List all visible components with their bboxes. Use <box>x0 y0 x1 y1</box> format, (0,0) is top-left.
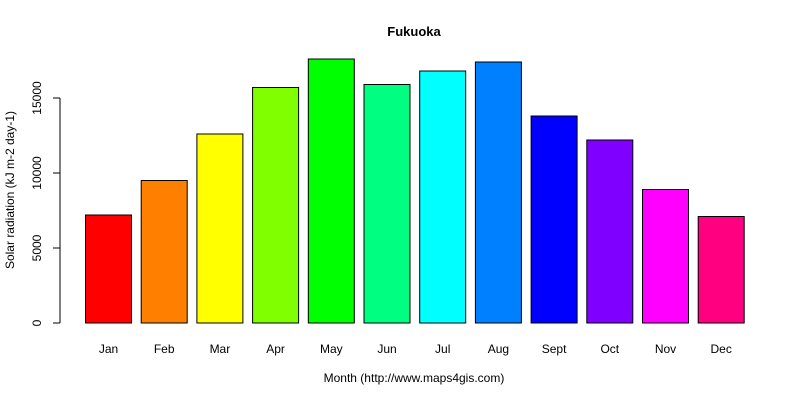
bar-nov <box>642 189 689 324</box>
x-tick-label: Jun <box>377 342 396 356</box>
x-tick-label: Aug <box>488 342 509 356</box>
bar-oct <box>586 139 634 324</box>
bar-mar <box>196 133 244 324</box>
bar-jun <box>363 84 411 324</box>
bar-jul <box>419 70 467 324</box>
y-tick-label: 5000 <box>30 234 44 261</box>
x-tick-label: Sept <box>542 342 567 356</box>
bar-sept <box>530 115 578 324</box>
x-tick-label: Jan <box>99 342 118 356</box>
y-axis-label: Solar radiation (kJ m-2 day-1) <box>3 111 17 269</box>
bars-group <box>85 58 745 324</box>
x-tick-label: Mar <box>210 342 231 356</box>
x-tick-labels: Jan Feb Mar Apr May Jun Jul Aug Sept Oct Nov Dec <box>99 342 732 356</box>
x-tick-label: May <box>320 342 343 356</box>
x-tick-label: Oct <box>600 342 619 356</box>
bar-aug <box>474 61 522 324</box>
x-tick-label: Dec <box>711 342 732 356</box>
bar-feb <box>140 180 188 324</box>
x-tick-label: Jul <box>435 342 450 356</box>
y-tick-label: 10000 <box>30 156 44 190</box>
x-axis-label: Month (http://www.maps4gis.com) <box>324 371 505 385</box>
bar-jan <box>85 214 132 324</box>
x-tick-label: Apr <box>266 342 285 356</box>
y-tick-label: 0 <box>30 319 44 326</box>
y-axis: 0 5000 10000 15000 <box>30 81 61 326</box>
bar-may <box>307 58 355 324</box>
bar-dec <box>697 216 745 324</box>
x-tick-label: Nov <box>655 342 676 356</box>
x-tick-label: Feb <box>154 342 175 356</box>
chart-title: Fukuoka <box>387 24 441 39</box>
y-tick-label: 15000 <box>30 81 44 115</box>
bar-apr <box>252 87 300 324</box>
